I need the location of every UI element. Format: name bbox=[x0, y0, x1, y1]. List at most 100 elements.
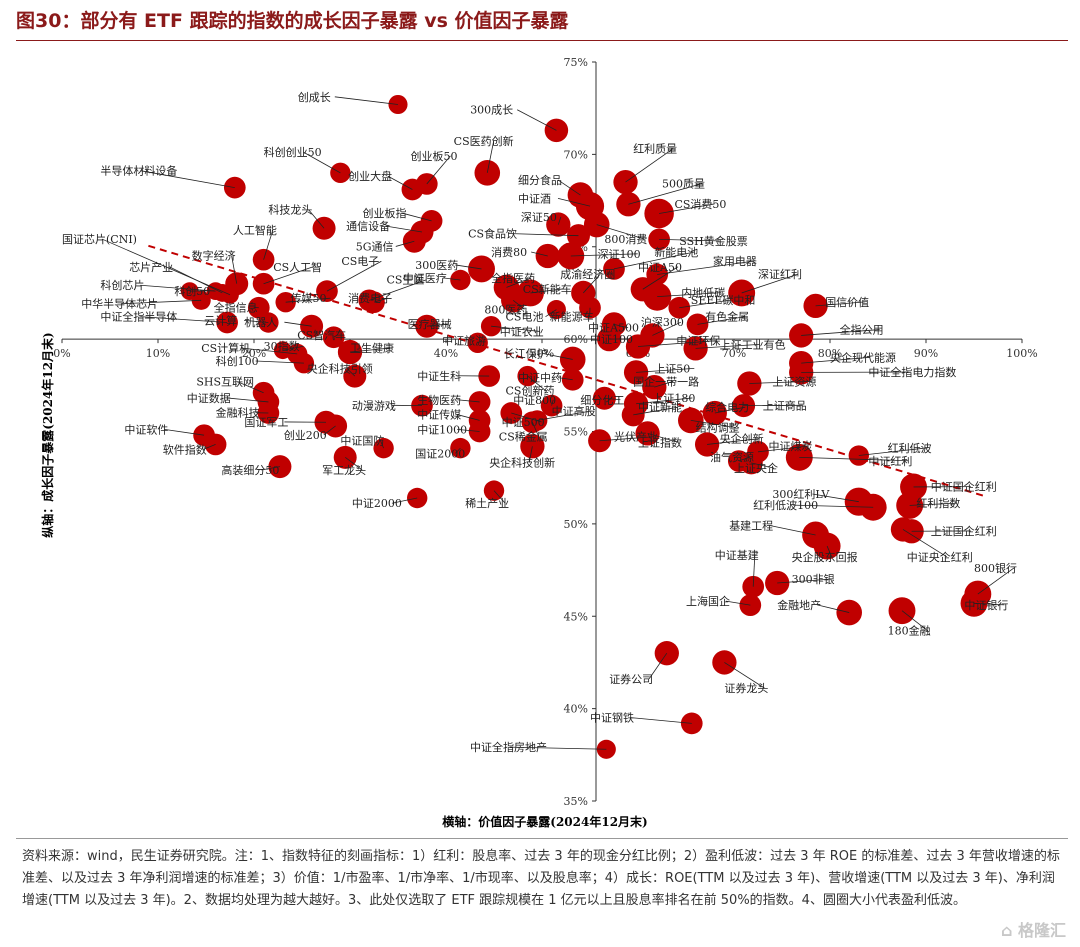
point-label: 红利低波 bbox=[888, 442, 932, 455]
point-label: 稀土产业 bbox=[465, 496, 509, 510]
leader-line bbox=[263, 229, 274, 260]
point-label: 创业板指 bbox=[362, 206, 406, 220]
leader-line bbox=[426, 155, 451, 185]
point-label: 光伏产业 bbox=[614, 430, 658, 444]
leader-line bbox=[679, 299, 731, 309]
point-label: 通信设备 bbox=[346, 219, 390, 233]
data-point bbox=[546, 212, 571, 237]
point-label: 央企创新 bbox=[720, 432, 764, 446]
leader-line bbox=[241, 347, 298, 355]
point-label: 军工龙头 bbox=[322, 464, 366, 477]
point-label: 深证100 bbox=[598, 248, 641, 261]
title-rule bbox=[16, 40, 1068, 41]
point-label: 结构调整 bbox=[696, 421, 740, 435]
leader-line bbox=[202, 444, 216, 451]
x-tick-label: 100% bbox=[1006, 347, 1037, 360]
data-point bbox=[765, 570, 790, 596]
leader-line bbox=[657, 260, 753, 275]
leader-line bbox=[695, 343, 760, 349]
point-label: 5G通信 bbox=[356, 240, 394, 253]
leader-line bbox=[690, 420, 736, 428]
point-label: CS生医 bbox=[386, 273, 424, 287]
leader-line bbox=[509, 746, 607, 750]
leader-line bbox=[373, 297, 389, 303]
leader-line bbox=[777, 578, 832, 584]
point-label: 300成长 bbox=[470, 104, 513, 117]
point-label: 中证煤炭 bbox=[769, 440, 813, 453]
point-label: 中证酒 bbox=[518, 192, 551, 205]
y-tick-label: 45% bbox=[564, 610, 588, 623]
point-label: 细分食品 bbox=[518, 173, 562, 187]
leader-line bbox=[604, 397, 621, 401]
leader-line bbox=[654, 380, 674, 388]
data-point bbox=[642, 375, 667, 400]
point-label: 创业板50 bbox=[410, 149, 457, 163]
leader-line bbox=[901, 610, 928, 632]
point-label: 中证钢铁 bbox=[590, 712, 634, 725]
point-label: CS消费50 bbox=[674, 197, 726, 211]
leader-line bbox=[973, 602, 1005, 606]
point-label: 中证旅游 bbox=[442, 334, 486, 348]
point-label: CS食品饮 bbox=[468, 227, 517, 241]
data-point bbox=[597, 326, 622, 352]
leader-line bbox=[226, 397, 269, 403]
point-label: 新能电池 bbox=[654, 245, 698, 259]
point-label: 央企科技引领 bbox=[307, 361, 373, 375]
leader-line bbox=[551, 399, 554, 406]
x-tick-label: 90% bbox=[914, 347, 938, 360]
point-label: CS电子 bbox=[341, 255, 379, 268]
leader-line bbox=[977, 567, 1015, 595]
leader-line bbox=[757, 445, 809, 453]
point-label: 中证环保 bbox=[676, 334, 720, 348]
leader-line bbox=[527, 375, 546, 391]
leader-line bbox=[812, 493, 859, 503]
point-label: 长江保护 bbox=[504, 347, 548, 361]
leader-line bbox=[545, 309, 557, 317]
point-label: 云计算 bbox=[204, 313, 237, 327]
point-label: 300非银 bbox=[792, 572, 835, 586]
leader-line bbox=[323, 425, 336, 436]
point-label: 中证高股 bbox=[552, 404, 596, 418]
data-point bbox=[702, 400, 727, 426]
leader-line bbox=[613, 323, 629, 329]
point-label: 软件指数 bbox=[163, 443, 207, 457]
point-label: 中证生科 bbox=[417, 369, 461, 383]
point-label: SHS互联网 bbox=[196, 375, 254, 388]
point-label: 中证红利 bbox=[868, 455, 912, 468]
leader-line bbox=[369, 279, 427, 301]
point-label: 深证红利 bbox=[758, 268, 802, 281]
leader-line bbox=[530, 288, 563, 294]
leader-line bbox=[285, 297, 331, 303]
leader-line bbox=[387, 175, 413, 190]
leader-line bbox=[599, 436, 655, 442]
leader-line bbox=[815, 301, 866, 307]
trendline-layer bbox=[148, 244, 984, 497]
point-label: 中证软件 bbox=[124, 422, 168, 436]
point-label: 红利低波100 bbox=[753, 499, 818, 512]
point-label: 800医药 bbox=[484, 303, 527, 316]
leader-line bbox=[477, 340, 483, 344]
leader-line bbox=[528, 446, 533, 463]
point-label: 央企科技创新 bbox=[489, 456, 555, 470]
leader-line bbox=[140, 284, 216, 292]
point-label: 证券公司 bbox=[609, 672, 653, 686]
leader-line bbox=[714, 406, 746, 414]
leader-line bbox=[537, 410, 592, 421]
data-point bbox=[890, 517, 916, 542]
point-label: 芯片产业 bbox=[129, 260, 173, 274]
leader-line bbox=[511, 412, 542, 423]
leader-line bbox=[570, 253, 638, 257]
leader-line bbox=[697, 316, 746, 325]
leader-line bbox=[769, 525, 816, 536]
leader-line bbox=[284, 321, 312, 327]
point-label: 红利指数 bbox=[916, 496, 960, 510]
leader-line bbox=[402, 212, 432, 222]
y-tick-label: 55% bbox=[564, 426, 588, 439]
point-label: 中证A50 bbox=[638, 261, 682, 274]
point-label: CS创新药 bbox=[506, 384, 555, 398]
point-label: 国证2000 bbox=[415, 447, 465, 460]
point-label: 科创芯片 bbox=[100, 278, 144, 292]
point-label: 180金融 bbox=[888, 624, 931, 638]
leader-line bbox=[140, 170, 235, 189]
